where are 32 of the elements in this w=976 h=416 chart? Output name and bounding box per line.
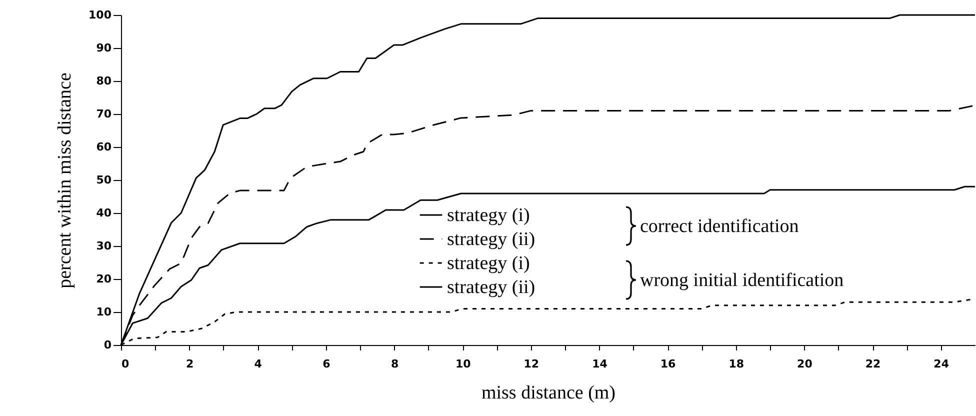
legend-label: strategy (ii) <box>447 277 536 298</box>
x-tick-label: 4 <box>254 358 262 370</box>
y-tick-label: 100 <box>88 8 112 22</box>
legend-label: strategy (ii) <box>447 229 536 250</box>
x-tick-label: 0 <box>122 358 130 370</box>
y-tick-label: 30 <box>96 240 112 252</box>
legend-label: strategy (i) <box>447 253 530 274</box>
y-tick-label: 40 <box>96 206 112 220</box>
y-tick-label: 80 <box>96 74 112 88</box>
annotation: correct identification <box>640 216 800 237</box>
y-tick-label: 0 <box>104 338 112 352</box>
y-tick-label: 70 <box>96 108 112 120</box>
annotation: wrong initial identification <box>640 270 844 291</box>
y-tick-label: 50 <box>96 174 112 186</box>
x-tick-label: 12 <box>524 358 540 370</box>
legend-label: strategy (i) <box>447 205 530 226</box>
x-tick-label: 14 <box>592 358 608 370</box>
x-tick-label: 6 <box>322 358 331 370</box>
x-tick-label: 18 <box>728 358 744 370</box>
x-tick-label: 2 <box>186 358 194 370</box>
y-axis-title: percent within miss distance <box>54 72 76 288</box>
y-tick-label: 10 <box>96 306 112 318</box>
y-tick-label: 20 <box>96 272 112 286</box>
y-tick-label: 60 <box>96 140 112 154</box>
x-tick-label: 20 <box>797 358 813 370</box>
x-tick-label: 22 <box>865 358 881 370</box>
x-tick-label: 8 <box>390 358 399 370</box>
x-axis-title: miss distance (m) <box>481 382 616 404</box>
y-tick-label: 90 <box>96 42 112 54</box>
x-tick-label: 24 <box>934 358 950 370</box>
x-tick-label: 16 <box>660 358 676 370</box>
x-tick-label: 10 <box>455 358 472 370</box>
